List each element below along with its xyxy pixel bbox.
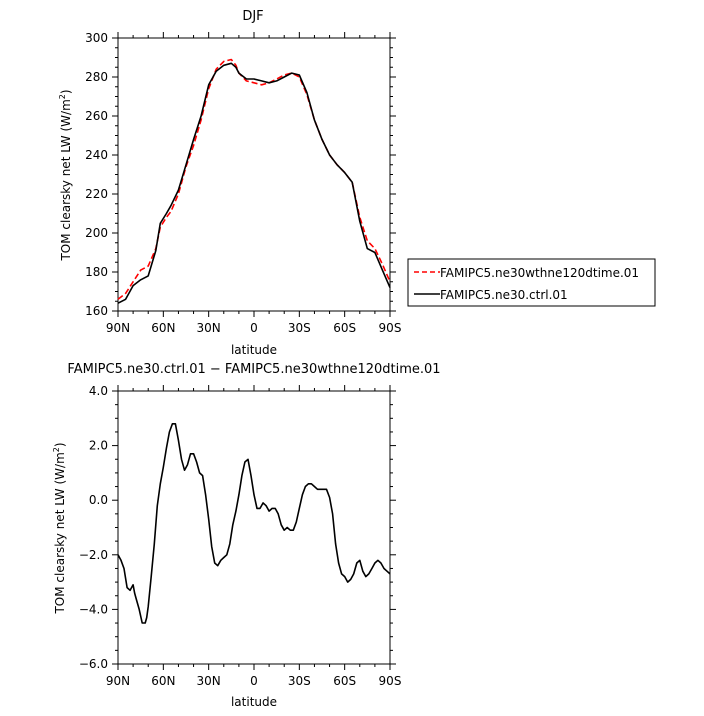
- legend-label-experiment: FAMIPC5.ne30wthne120dtime.01: [440, 266, 639, 280]
- bottom-y-tick-label: 4.0: [89, 384, 108, 398]
- bottom-y-tick-label: 0.0: [89, 493, 108, 507]
- top-y-tick-label: 240: [85, 148, 108, 162]
- legend-box: [407, 258, 656, 307]
- bottom-y-tick-label: −6.0: [79, 657, 108, 671]
- top-x-axis-label: latitude: [231, 343, 277, 357]
- bottom-axis-ticks: 90N 60N 30N 0 30S 60S 90S −6.0 −4.0 −2.0 0.0 2.0 4.0: [79, 384, 402, 688]
- bottom-x-tick-label: 30S: [288, 674, 311, 688]
- bottom-y-axis-label-sup: 2: [52, 447, 61, 452]
- legend-label-control: FAMIPC5.ne30.ctrl.01: [440, 288, 568, 302]
- bottom-y-axis-label-end: ): [53, 442, 67, 447]
- bottom-x-tick-label: 90S: [379, 674, 402, 688]
- top-series-line-1: [117, 62, 391, 304]
- top-x-tick-label: 30N: [197, 321, 221, 335]
- top-y-tick-label: 160: [85, 304, 108, 318]
- top-y-tick-label: 300: [85, 31, 108, 45]
- bottom-y-tick-label: −4.0: [79, 602, 108, 616]
- top-axis-ticks: 90N 60N 30N 0 30S 60S 90S 160 180 200 220 240 260 280…: [85, 31, 401, 335]
- bottom-series-group: [117, 422, 391, 624]
- bottom-y-axis-label: TOM clearsky net LW (W/m2): [52, 442, 67, 614]
- top-y-tick-label: 220: [85, 187, 108, 201]
- top-legend: FAMIPC5.ne30wthne120dtime.01 FAMIPC5.ne3…: [407, 258, 656, 307]
- bottom-chart-title: FAMIPC5.ne30.ctrl.01 − FAMIPC5.ne30wthne…: [67, 362, 440, 377]
- bottom-x-tick-label: 0: [250, 674, 258, 688]
- top-x-tick-label: 60N: [151, 321, 175, 335]
- top-x-tick-label: 90N: [106, 321, 130, 335]
- top-y-axis-label: TOM clearsky net LW (W/m2): [58, 89, 73, 261]
- bottom-x-tick-label: 90N: [106, 674, 130, 688]
- top-y-tick-label: 280: [85, 70, 108, 84]
- top-series-group: [117, 58, 391, 304]
- bottom-plot-frame: [117, 390, 391, 665]
- bottom-x-tick-label: 30N: [197, 674, 221, 688]
- top-x-tick-label: 90S: [379, 321, 402, 335]
- top-y-axis-label-end: ): [59, 89, 73, 94]
- top-x-tick-label: 30S: [288, 321, 311, 335]
- top-y-tick-label: 260: [85, 109, 108, 123]
- bottom-x-tick-label: 60S: [333, 674, 356, 688]
- top-y-tick-label: 180: [85, 265, 108, 279]
- bottom-x-axis-label: latitude: [231, 695, 277, 709]
- bottom-y-axis-label-main: TOM clearsky net LW (W/m: [53, 452, 67, 614]
- top-y-tick-label: 200: [85, 226, 108, 240]
- top-x-tick-label: 60S: [333, 321, 356, 335]
- bottom-y-tick-label: 2.0: [89, 439, 108, 453]
- bottom-x-tick-label: 60N: [151, 674, 175, 688]
- top-y-axis-label-sup: 2: [58, 94, 67, 99]
- top-chart-title: DJF: [242, 9, 263, 24]
- top-x-tick-label: 0: [250, 321, 258, 335]
- top-y-axis-label-main: TOM clearsky net LW (W/m: [59, 99, 73, 261]
- bottom-panel: FAMIPC5.ne30.ctrl.01 − FAMIPC5.ne30wthne…: [52, 362, 441, 709]
- bottom-series-line-0: [117, 422, 391, 624]
- top-panel: DJF 90N 60N 30N 0 30S 60S 90S 160 180 200 220 240 26…: [58, 9, 656, 357]
- bottom-y-tick-label: −2.0: [79, 548, 108, 562]
